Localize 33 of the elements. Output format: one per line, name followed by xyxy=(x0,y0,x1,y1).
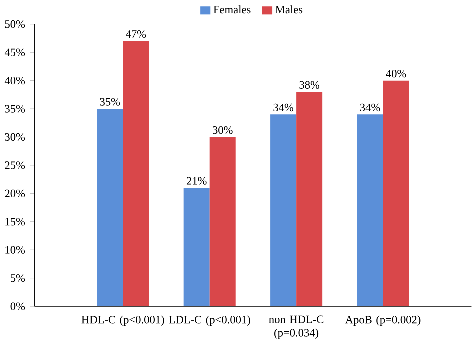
bar xyxy=(97,109,124,307)
y-tick-label: 40% xyxy=(4,77,26,85)
data-label: 30% xyxy=(213,126,233,134)
y-tick-label: 45% xyxy=(4,48,26,57)
y-tick-label: 20% xyxy=(5,190,26,198)
y-tick-label: 5% xyxy=(11,274,26,282)
bar xyxy=(210,137,236,307)
x-tick-label: HDL-C (p<0.001) xyxy=(82,316,164,326)
bar xyxy=(357,114,384,307)
x-tick-label: non HDL-C (p=0.034) xyxy=(269,316,324,340)
bar xyxy=(296,92,323,307)
legend-label: Females xyxy=(214,6,251,14)
data-label: 21% xyxy=(186,177,207,186)
x-tick-label: LDL-C (p<0.001) xyxy=(169,316,250,326)
legend-label: Males xyxy=(276,6,303,14)
data-label: 47% xyxy=(126,30,146,38)
y-tick-label: 50% xyxy=(5,20,26,28)
data-label: 38% xyxy=(300,81,320,90)
data-label: 35% xyxy=(100,98,120,106)
data-label: 34% xyxy=(360,104,380,112)
y-tick-label: 30% xyxy=(5,133,26,142)
data-label: 40% xyxy=(386,70,406,78)
data-label: 34% xyxy=(274,104,294,112)
y-tick-label: 25% xyxy=(5,162,26,170)
y-tick-label: 15% xyxy=(6,218,26,226)
y-tick-label: 0% xyxy=(10,302,26,310)
x-tick-label: ApoB (p=0.002) xyxy=(345,316,421,326)
bar xyxy=(184,188,210,307)
y-tick-label: 35% xyxy=(5,105,26,113)
y-tick-label: 10% xyxy=(6,246,26,254)
bar xyxy=(383,80,410,307)
bar xyxy=(270,114,297,307)
bar xyxy=(123,41,150,307)
